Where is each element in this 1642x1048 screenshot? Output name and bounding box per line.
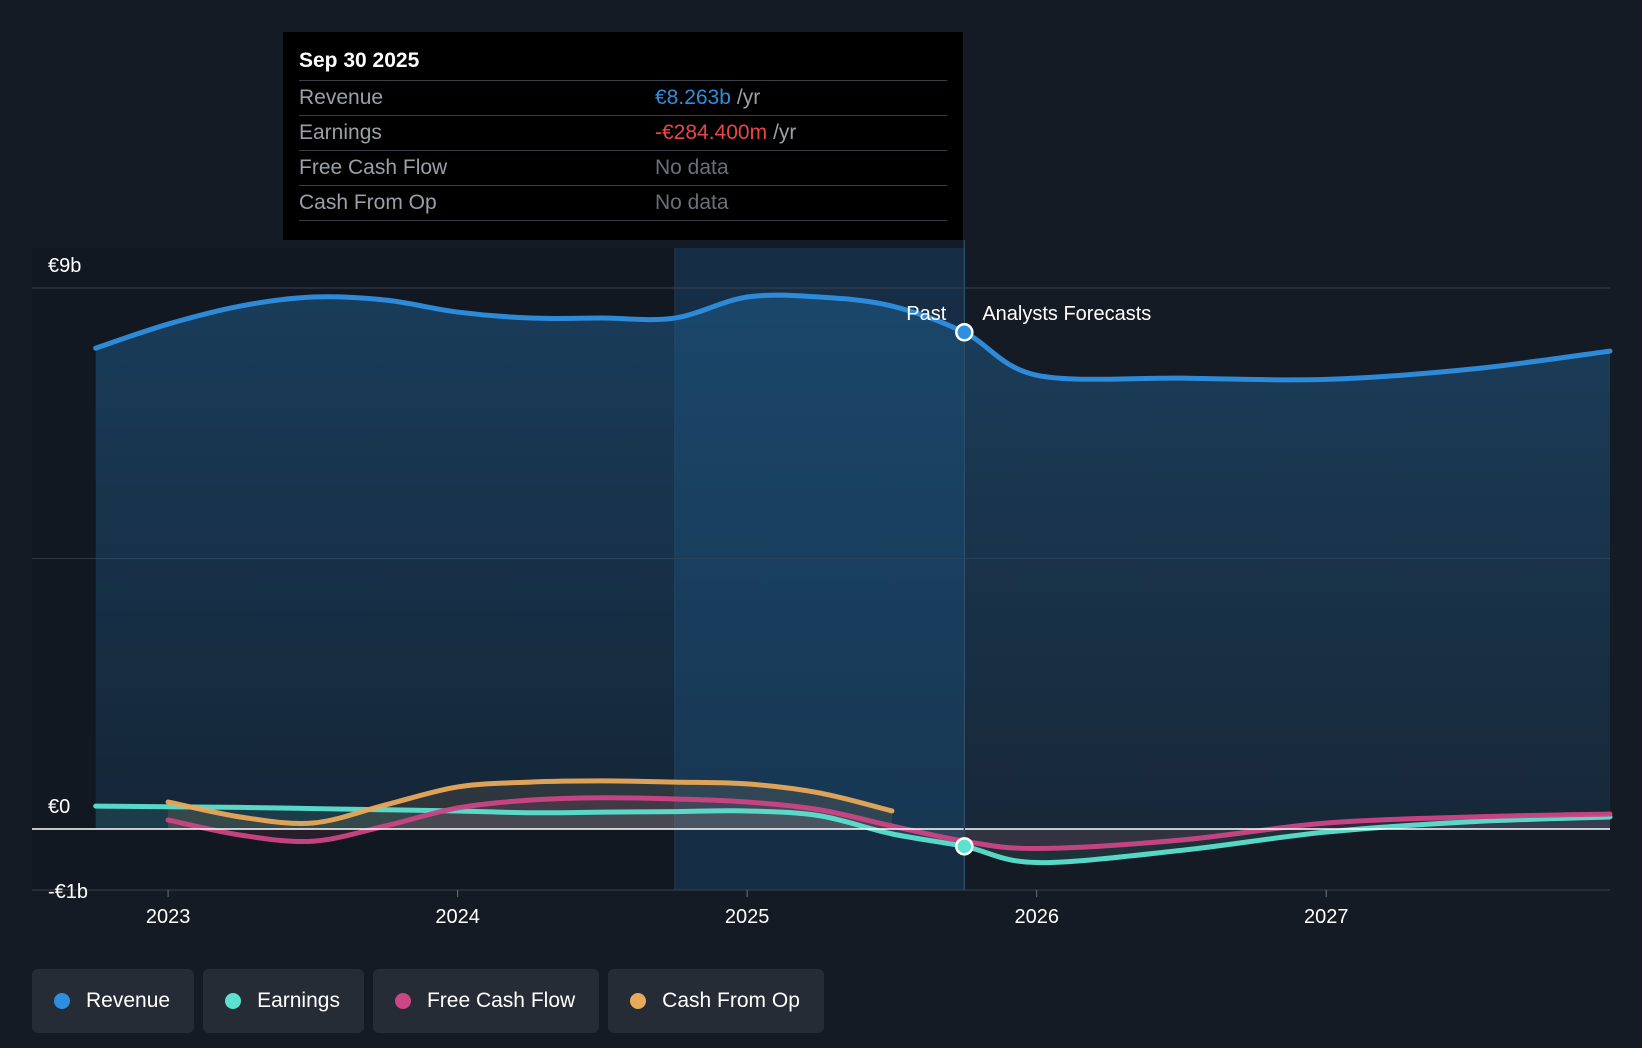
x-tick-label: 2026 [1014, 906, 1059, 928]
y-tick-label: €9b [48, 255, 81, 277]
tooltip-row-earnings: Earnings -€284.400m /yr [299, 115, 947, 150]
revenue-area [95, 295, 1610, 829]
x-tick-label: 2025 [725, 906, 770, 928]
legend: Revenue Earnings Free Cash Flow Cash Fro… [32, 969, 824, 1033]
forecast-label: Analysts Forecasts [982, 303, 1151, 325]
revenue-marker [955, 323, 974, 342]
tooltip-value: No data [655, 156, 729, 179]
y-tick-label: €0 [48, 796, 70, 818]
x-tick-label: 2023 [146, 906, 191, 928]
legend-item-revenue[interactable]: Revenue [32, 969, 195, 1033]
legend-label: Cash From Op [662, 989, 800, 1012]
legend-label: Free Cash Flow [426, 989, 576, 1012]
earnings-area [95, 806, 1610, 863]
tooltip-unit: /yr [773, 121, 797, 144]
legend-item-free-cash-flow[interactable]: Free Cash Flow [372, 969, 600, 1033]
tooltip-label: Free Cash Flow [299, 156, 448, 179]
tooltip-row-cash-from-op: Cash From Op No data [299, 185, 947, 221]
tooltip-date: Sep 30 2025 [299, 49, 420, 72]
revenue-dot-icon [54, 993, 70, 1009]
tooltip-row-revenue: Revenue €8.263b /yr [299, 80, 947, 115]
tooltip: Sep 30 2025 Revenue €8.263b /yr Earnings… [283, 32, 963, 240]
y-tick-label: -€1b [48, 881, 88, 903]
cash-from-op-line [165, 778, 895, 826]
past-label: Past [906, 303, 946, 325]
earnings-marker [955, 837, 974, 856]
tooltip-unit: /yr [736, 86, 761, 109]
tooltip-label: Earnings [299, 121, 382, 144]
tooltip-value: No data [655, 191, 729, 214]
legend-item-cash-from-op[interactable]: Cash From Op [608, 969, 824, 1033]
tooltip-value: €8.263b [655, 86, 731, 109]
earnings-line [93, 803, 1613, 866]
free-cash-flow-dot-icon [394, 993, 411, 1009]
legend-label: Earnings [257, 989, 340, 1012]
tooltip-label: Cash From Op [299, 191, 437, 214]
tooltip-value: -€284.400m [655, 121, 768, 144]
free-cash-flow-line [165, 795, 1613, 852]
earnings-dot-icon [225, 993, 242, 1009]
legend-label: Revenue [86, 989, 171, 1012]
x-tick-label: 2027 [1304, 906, 1349, 928]
revenue-line [93, 292, 1613, 383]
tooltip-label: Revenue [299, 86, 384, 109]
legend-item-earnings[interactable]: Earnings [203, 969, 364, 1033]
cash-from-op-dot-icon [630, 993, 647, 1009]
tooltip-row-free-cash-flow: Free Cash Flow No data [299, 150, 947, 185]
x-tick-label: 2024 [435, 906, 480, 928]
